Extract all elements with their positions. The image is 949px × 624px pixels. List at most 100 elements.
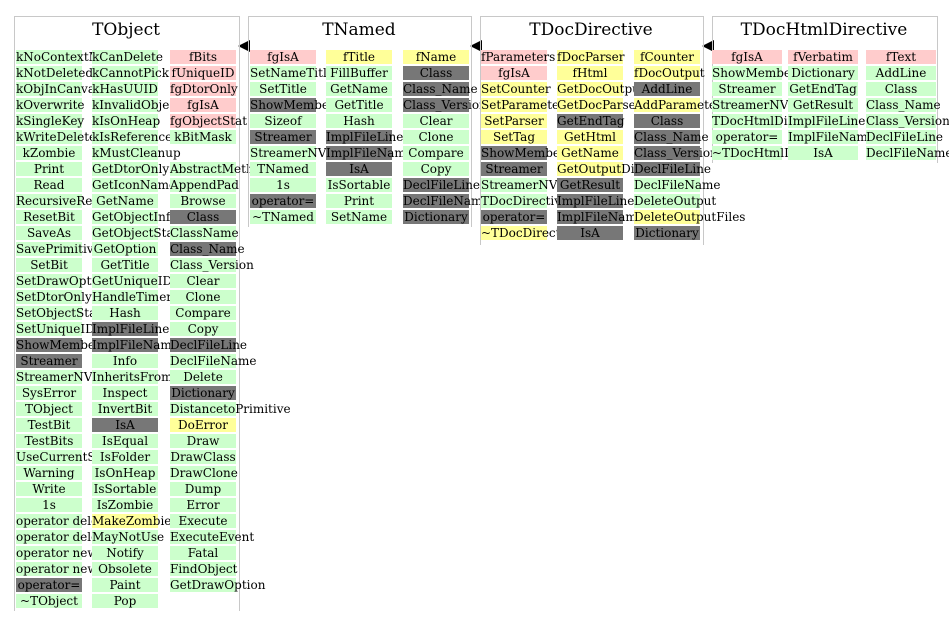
member-fatal: Fatal	[170, 546, 236, 560]
member-fgisa: fgIsA	[481, 66, 547, 80]
member-getresult: GetResult	[557, 178, 623, 192]
member-setbit: SetBit	[16, 258, 82, 272]
member-paint: Paint	[92, 578, 158, 592]
member-copy: Copy	[170, 322, 236, 336]
member-implfilename: ImplFileName	[92, 338, 179, 352]
member-funiqueid: fUniqueID	[170, 66, 236, 80]
member-fdocparser: fDocParser	[557, 50, 625, 64]
member-1s: 1s	[250, 178, 316, 192]
member-operator-delete: operator delete	[16, 514, 111, 528]
member-streamernvirtual: StreamerNVirtual	[712, 98, 822, 112]
member-tdocdirective: TDocDirective	[481, 194, 569, 208]
member-pop: Pop	[92, 594, 158, 608]
member-execute: Execute	[170, 514, 236, 528]
member-recursiveremove: RecursiveRemove	[16, 194, 125, 208]
member-getname: GetName	[92, 194, 158, 208]
member-clear: Clear	[403, 114, 469, 128]
member-notify: Notify	[92, 546, 158, 560]
member-operator: operator=	[481, 210, 547, 224]
member-setdtoronly: SetDtorOnly	[16, 290, 92, 304]
member-getname: GetName	[557, 146, 623, 160]
member-distancetoprimitive: DistancetoPrimitive	[170, 402, 291, 416]
member-fgobjectstat: fgObjectStat	[170, 114, 248, 128]
member-findobject: FindObject	[170, 562, 238, 576]
member-drawclass: DrawClass	[170, 450, 236, 464]
member-streamernvirtual: StreamerNVirtual	[250, 146, 360, 160]
member-doerror: DoError	[170, 418, 236, 432]
member-getname: GetName	[326, 82, 392, 96]
member-operator-new: operator new	[16, 546, 98, 560]
member-warning: Warning	[16, 466, 82, 480]
member-isequal: IsEqual	[92, 434, 158, 448]
member-fgisa: fgIsA	[170, 98, 236, 112]
member-declfilename: DeclFileName	[403, 194, 490, 208]
member-tdochtmldirective: ~TDocHtmlDirective	[712, 146, 840, 160]
member-setnametitle: SetNameTitle	[250, 66, 334, 80]
member-deleteoutputfiles: DeleteOutputFiles	[634, 210, 746, 224]
member-ftext: fText	[866, 50, 936, 64]
member-gettitle: GetTitle	[92, 258, 158, 272]
member-fverbatim: fVerbatim	[788, 50, 858, 64]
member-getoption: GetOption	[92, 242, 158, 256]
member-streamernvirtual: StreamerNVirtual	[16, 370, 126, 384]
member-declfilename: DeclFileName	[866, 146, 949, 160]
member-setparser: SetParser	[481, 114, 547, 128]
class-box-tdocdirective	[480, 16, 704, 245]
member-kzombie: kZombie	[16, 146, 82, 160]
member-addparameter: AddParameter	[634, 98, 722, 112]
member-testbits: TestBits	[16, 434, 82, 448]
member-class-version: Class_Version	[403, 98, 487, 112]
member-implfileline: ImplFileLine	[92, 322, 170, 336]
member-fgisa: fgIsA	[712, 50, 782, 64]
member-write: Write	[16, 482, 82, 496]
class-title: TNamed	[322, 20, 396, 40]
member-getuniqueid: GetUniqueID	[92, 274, 173, 288]
member-kisonheap: kIsOnHeap	[92, 114, 161, 128]
member-streamer: Streamer	[16, 354, 82, 368]
member-class-name: Class_Name	[403, 82, 478, 96]
member-fhtml: fHtml	[557, 66, 623, 80]
member-declfilename: DeclFileName	[170, 354, 257, 368]
member-operator-delete: operator delete[]	[16, 530, 120, 544]
member-operator-new: operator new[]	[16, 562, 107, 576]
member-iszombie: IsZombie	[92, 498, 158, 512]
member-compare: Compare	[403, 146, 469, 160]
member-invertbit: InvertBit	[92, 402, 158, 416]
member-fillbuffer: FillBuffer	[326, 66, 392, 80]
class-title: TObject	[92, 20, 160, 40]
member-read: Read	[16, 178, 82, 192]
member-fparameters: fParameters	[481, 50, 556, 64]
class-box-tnamed	[248, 16, 472, 227]
member-fdocoutput: fDocOutput	[634, 66, 705, 80]
member-error: Error	[170, 498, 236, 512]
member-drawclone: DrawClone	[170, 466, 238, 480]
member-showmembers: ShowMembers	[712, 66, 803, 80]
member-issortable: IsSortable	[92, 482, 158, 496]
member-usecurrentstyle: UseCurrentStyle	[16, 450, 119, 464]
member-executeevent: ExecuteEvent	[170, 530, 255, 544]
member-testbit: TestBit	[16, 418, 82, 432]
member-kbitmask: kBitMask	[170, 130, 236, 144]
member-kmustcleanup: kMustCleanup	[92, 146, 181, 160]
member-delete: Delete	[170, 370, 236, 384]
member-showmembers: ShowMembers	[481, 146, 572, 160]
member-getobjectinfo: GetObjectInfo	[92, 210, 178, 224]
member-isa: IsA	[326, 162, 392, 176]
member-classname: ClassName	[170, 226, 239, 240]
member-class: Class	[866, 82, 936, 96]
member-compare: Compare	[170, 306, 236, 320]
member-settag: SetTag	[481, 130, 547, 144]
member-dictionary: Dictionary	[788, 66, 858, 80]
member-setdrawoption: SetDrawOption	[16, 274, 111, 288]
member-operator: operator=	[712, 130, 782, 144]
member-appendpad: AppendPad	[170, 178, 239, 192]
member-clone: Clone	[170, 290, 236, 304]
member-implfileline: ImplFileLine	[326, 130, 404, 144]
member-resetbit: ResetBit	[16, 210, 82, 224]
member-info: Info	[92, 354, 158, 368]
member-tdocdirective: ~TDocDirective	[481, 226, 579, 240]
member-class-version: Class_Version	[170, 258, 254, 272]
member-fgdtoronly: fgDtorOnly	[170, 82, 238, 96]
member-fname: fName	[403, 50, 469, 64]
member-implfilename: ImplFileName	[326, 146, 413, 160]
